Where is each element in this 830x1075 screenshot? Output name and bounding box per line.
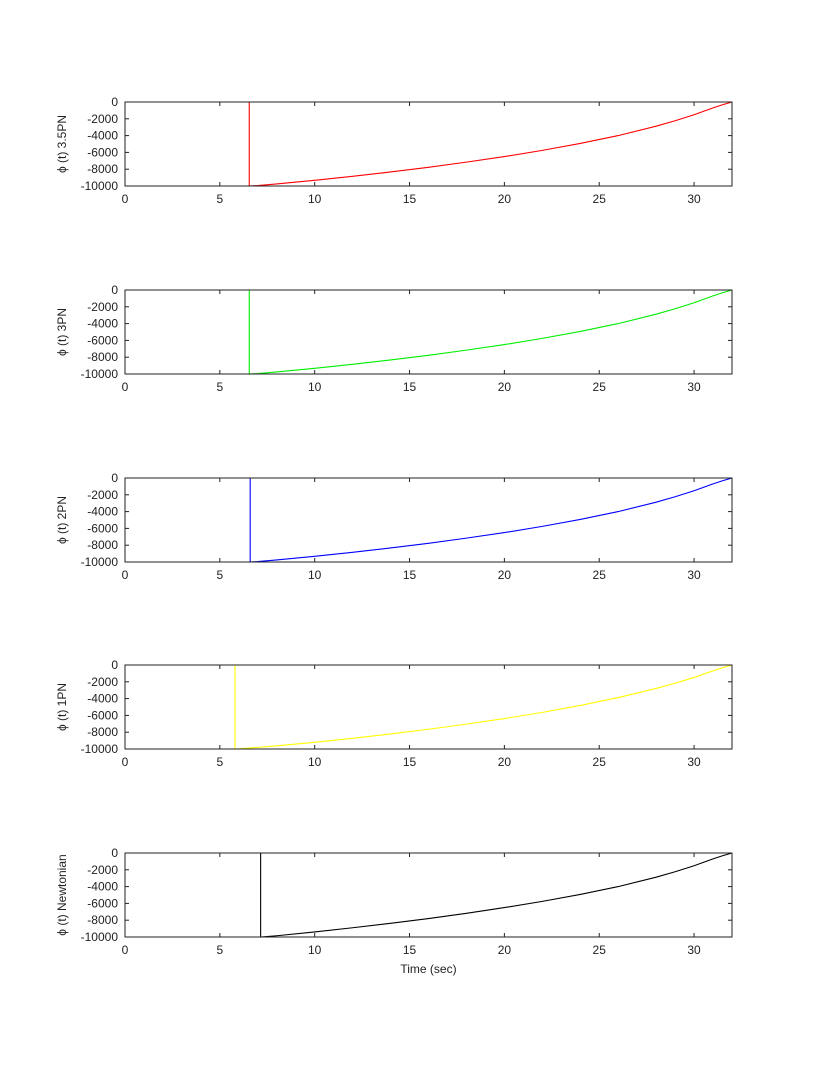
y-axis-label: ϕ (t) 2PN: [55, 496, 69, 544]
plot-frame: [124, 852, 733, 938]
y-tick-label: -10000: [81, 179, 119, 193]
x-tick-label: 25: [593, 755, 607, 769]
x-tick-label: 25: [593, 380, 607, 394]
y-axis-label: ϕ (t) Newtonian: [55, 854, 69, 935]
plot-frame: [124, 101, 733, 187]
y-tick-label: -6000: [87, 708, 118, 722]
y-tick-label: -6000: [87, 896, 118, 910]
x-tick-label: 5: [217, 568, 224, 582]
x-tick-label: 0: [122, 943, 129, 957]
x-tick-label: 15: [403, 568, 417, 582]
x-tick-label: 15: [403, 943, 417, 957]
y-tick-label: -8000: [87, 725, 118, 739]
x-tick-label: 0: [122, 380, 129, 394]
x-tick-label: 15: [403, 380, 417, 394]
y-tick-label: -10000: [81, 742, 119, 756]
y-tick-label: 0: [111, 658, 118, 672]
series-line: [125, 101, 733, 187]
series-line: [125, 852, 733, 938]
y-tick-label: -10000: [81, 555, 119, 569]
x-tick-label: 0: [122, 192, 129, 206]
x-tick-label: 10: [308, 192, 322, 206]
y-tick-label: 0: [111, 283, 118, 297]
subplot-3: 0 5 10 15 20 25 30 0 -2000 -4000 -6000 -8000 -10000 ϕ…: [55, 471, 733, 582]
y-tick-label: -2000: [87, 488, 118, 502]
y-axis-label: ϕ (t) 1PN: [55, 683, 69, 731]
x-tick-label: 0: [122, 568, 129, 582]
y-tick-label: -8000: [87, 913, 118, 927]
y-tick-label: -6000: [87, 333, 118, 347]
y-tick-label: 0: [111, 95, 118, 109]
y-tick-label: -10000: [81, 930, 119, 944]
y-tick-label: -4000: [87, 317, 118, 331]
x-tick-label: 30: [687, 568, 701, 582]
x-tick-label: 30: [687, 192, 701, 206]
x-tick-label: 25: [593, 568, 607, 582]
x-tick-label: 25: [593, 192, 607, 206]
subplot-5: 0 5 10 15 20 25 30 0 -2000 -4000 -6000 -8000 -10000 ϕ…: [55, 846, 733, 976]
x-tick-label: 30: [687, 943, 701, 957]
x-tick-label: 20: [498, 568, 512, 582]
y-tick-label: -6000: [87, 145, 118, 159]
subplot-4: 0 5 10 15 20 25 30 0 -2000 -4000 -6000 -8000 -10000 ϕ…: [55, 658, 733, 769]
x-tick-label: 10: [308, 568, 322, 582]
x-tick-label: 20: [498, 755, 512, 769]
x-axis-label: Time (sec): [400, 962, 456, 976]
y-tick-label: -4000: [87, 129, 118, 143]
x-tick-label: 5: [217, 755, 224, 769]
subplot-2: 0 5 10 15 20 25 30 0 -2000 -4000 -6000 -8000 -10000 ϕ…: [55, 283, 733, 394]
plot-frame: [124, 664, 733, 750]
x-tick-label: 5: [217, 943, 224, 957]
x-tick-label: 30: [687, 380, 701, 394]
x-tick-label: 15: [403, 755, 417, 769]
x-tick-label: 10: [308, 943, 322, 957]
series-line: [125, 664, 733, 750]
x-tick-label: 20: [498, 380, 512, 394]
y-tick-label: -2000: [87, 675, 118, 689]
series-line: [125, 477, 733, 563]
y-tick-label: -4000: [87, 505, 118, 519]
x-tick-label: 5: [217, 192, 224, 206]
y-tick-label: -8000: [87, 350, 118, 364]
y-axis-label: ϕ (t) 3PN: [55, 308, 69, 356]
x-tick-label: 0: [122, 755, 129, 769]
y-tick-label: -10000: [81, 367, 119, 381]
y-tick-label: -8000: [87, 162, 118, 176]
y-tick-label: -4000: [87, 880, 118, 894]
subplot-1: 0 5 10 15 20 25 30 0 -2000 -4000 -6000 -8000 -10000 ϕ…: [55, 95, 733, 206]
y-tick-label: -8000: [87, 538, 118, 552]
y-tick-label: -4000: [87, 692, 118, 706]
y-tick-label: -2000: [87, 112, 118, 126]
y-tick-label: -6000: [87, 521, 118, 535]
y-axis-label: ϕ (t) 3.5PN: [55, 115, 69, 173]
y-tick-label: 0: [111, 471, 118, 485]
y-tick-label: -2000: [87, 863, 118, 877]
x-tick-label: 30: [687, 755, 701, 769]
x-tick-label: 20: [498, 192, 512, 206]
x-tick-label: 25: [593, 943, 607, 957]
plot-frame: [124, 289, 733, 375]
x-tick-label: 15: [403, 192, 417, 206]
y-tick-label: 0: [111, 846, 118, 860]
y-tick-label: -2000: [87, 300, 118, 314]
plot-frame: [124, 477, 733, 563]
x-tick-label: 10: [308, 380, 322, 394]
x-tick-label: 10: [308, 755, 322, 769]
x-tick-label: 20: [498, 943, 512, 957]
x-tick-label: 5: [217, 380, 224, 394]
series-line: [125, 289, 733, 375]
